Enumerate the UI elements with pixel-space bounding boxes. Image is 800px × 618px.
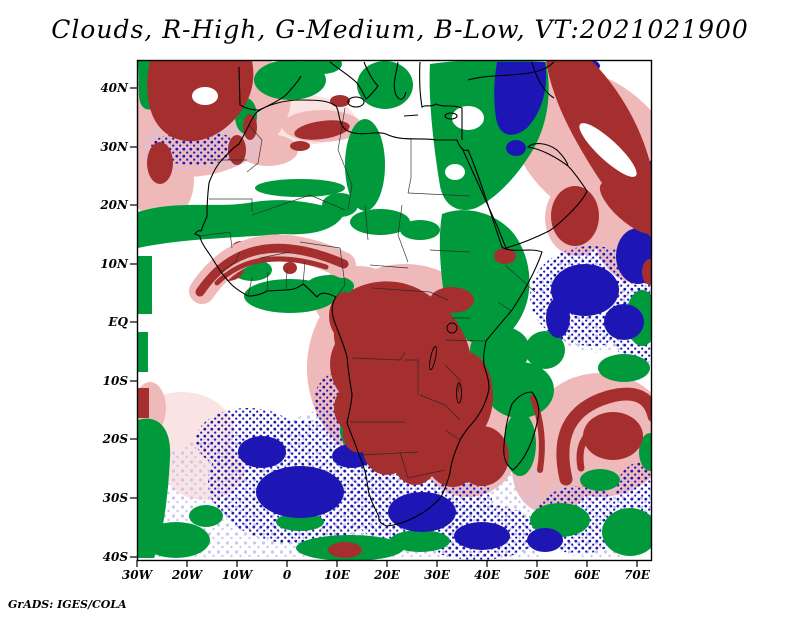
lon-tick-label: 70E xyxy=(624,568,651,582)
lon-tick-label: 10E xyxy=(324,568,351,582)
lon-axis: 30W 20W 10W 0 10E 20E 30E 40E 50E 60E 70… xyxy=(122,568,651,582)
lat-tick-label: 20N xyxy=(99,198,129,212)
lakes xyxy=(429,322,462,404)
high-cloud-gaps xyxy=(192,87,637,177)
lat-tick-label: 40S xyxy=(103,550,129,564)
high-cloud-arcs xyxy=(195,243,652,486)
lat-tick-label: 30N xyxy=(100,140,129,154)
lat-tick-label: 40N xyxy=(100,81,129,95)
coastlines xyxy=(194,61,588,527)
credit-text: GrADS: IGES/COLA xyxy=(8,598,127,611)
lat-tick-label: 30S xyxy=(103,491,129,505)
lat-tick-label: 10S xyxy=(103,374,129,388)
lon-tick-label: 30E xyxy=(424,568,451,582)
lat-tick-label: 20S xyxy=(102,432,129,446)
lon-tick-label: 0 xyxy=(283,568,292,582)
lon-tick-label: 60E xyxy=(574,568,601,582)
lon-tick-label: 20W xyxy=(171,568,204,582)
lon-tick-label: 50E xyxy=(524,568,551,582)
high-cloud-layer xyxy=(138,61,652,558)
country-borders xyxy=(199,107,536,479)
lat-tick-label: EQ xyxy=(107,315,128,329)
axis-ticks xyxy=(130,87,638,567)
plot-title: Clouds, R-High, G-Medium, B-Low, VT:2021… xyxy=(51,15,749,44)
medium-cloud-gaps xyxy=(445,106,484,180)
lon-tick-label: 40E xyxy=(474,568,501,582)
lon-tick-label: 30W xyxy=(122,568,154,582)
lon-tick-label: 10W xyxy=(222,568,254,582)
lat-tick-label: 10N xyxy=(100,257,129,271)
lon-tick-label: 20E xyxy=(373,568,401,582)
map-frame xyxy=(136,59,653,562)
map-field xyxy=(137,60,652,560)
lat-axis: 40N 30N 20N 10N EQ 10S 20S 30S 40S xyxy=(99,81,129,564)
